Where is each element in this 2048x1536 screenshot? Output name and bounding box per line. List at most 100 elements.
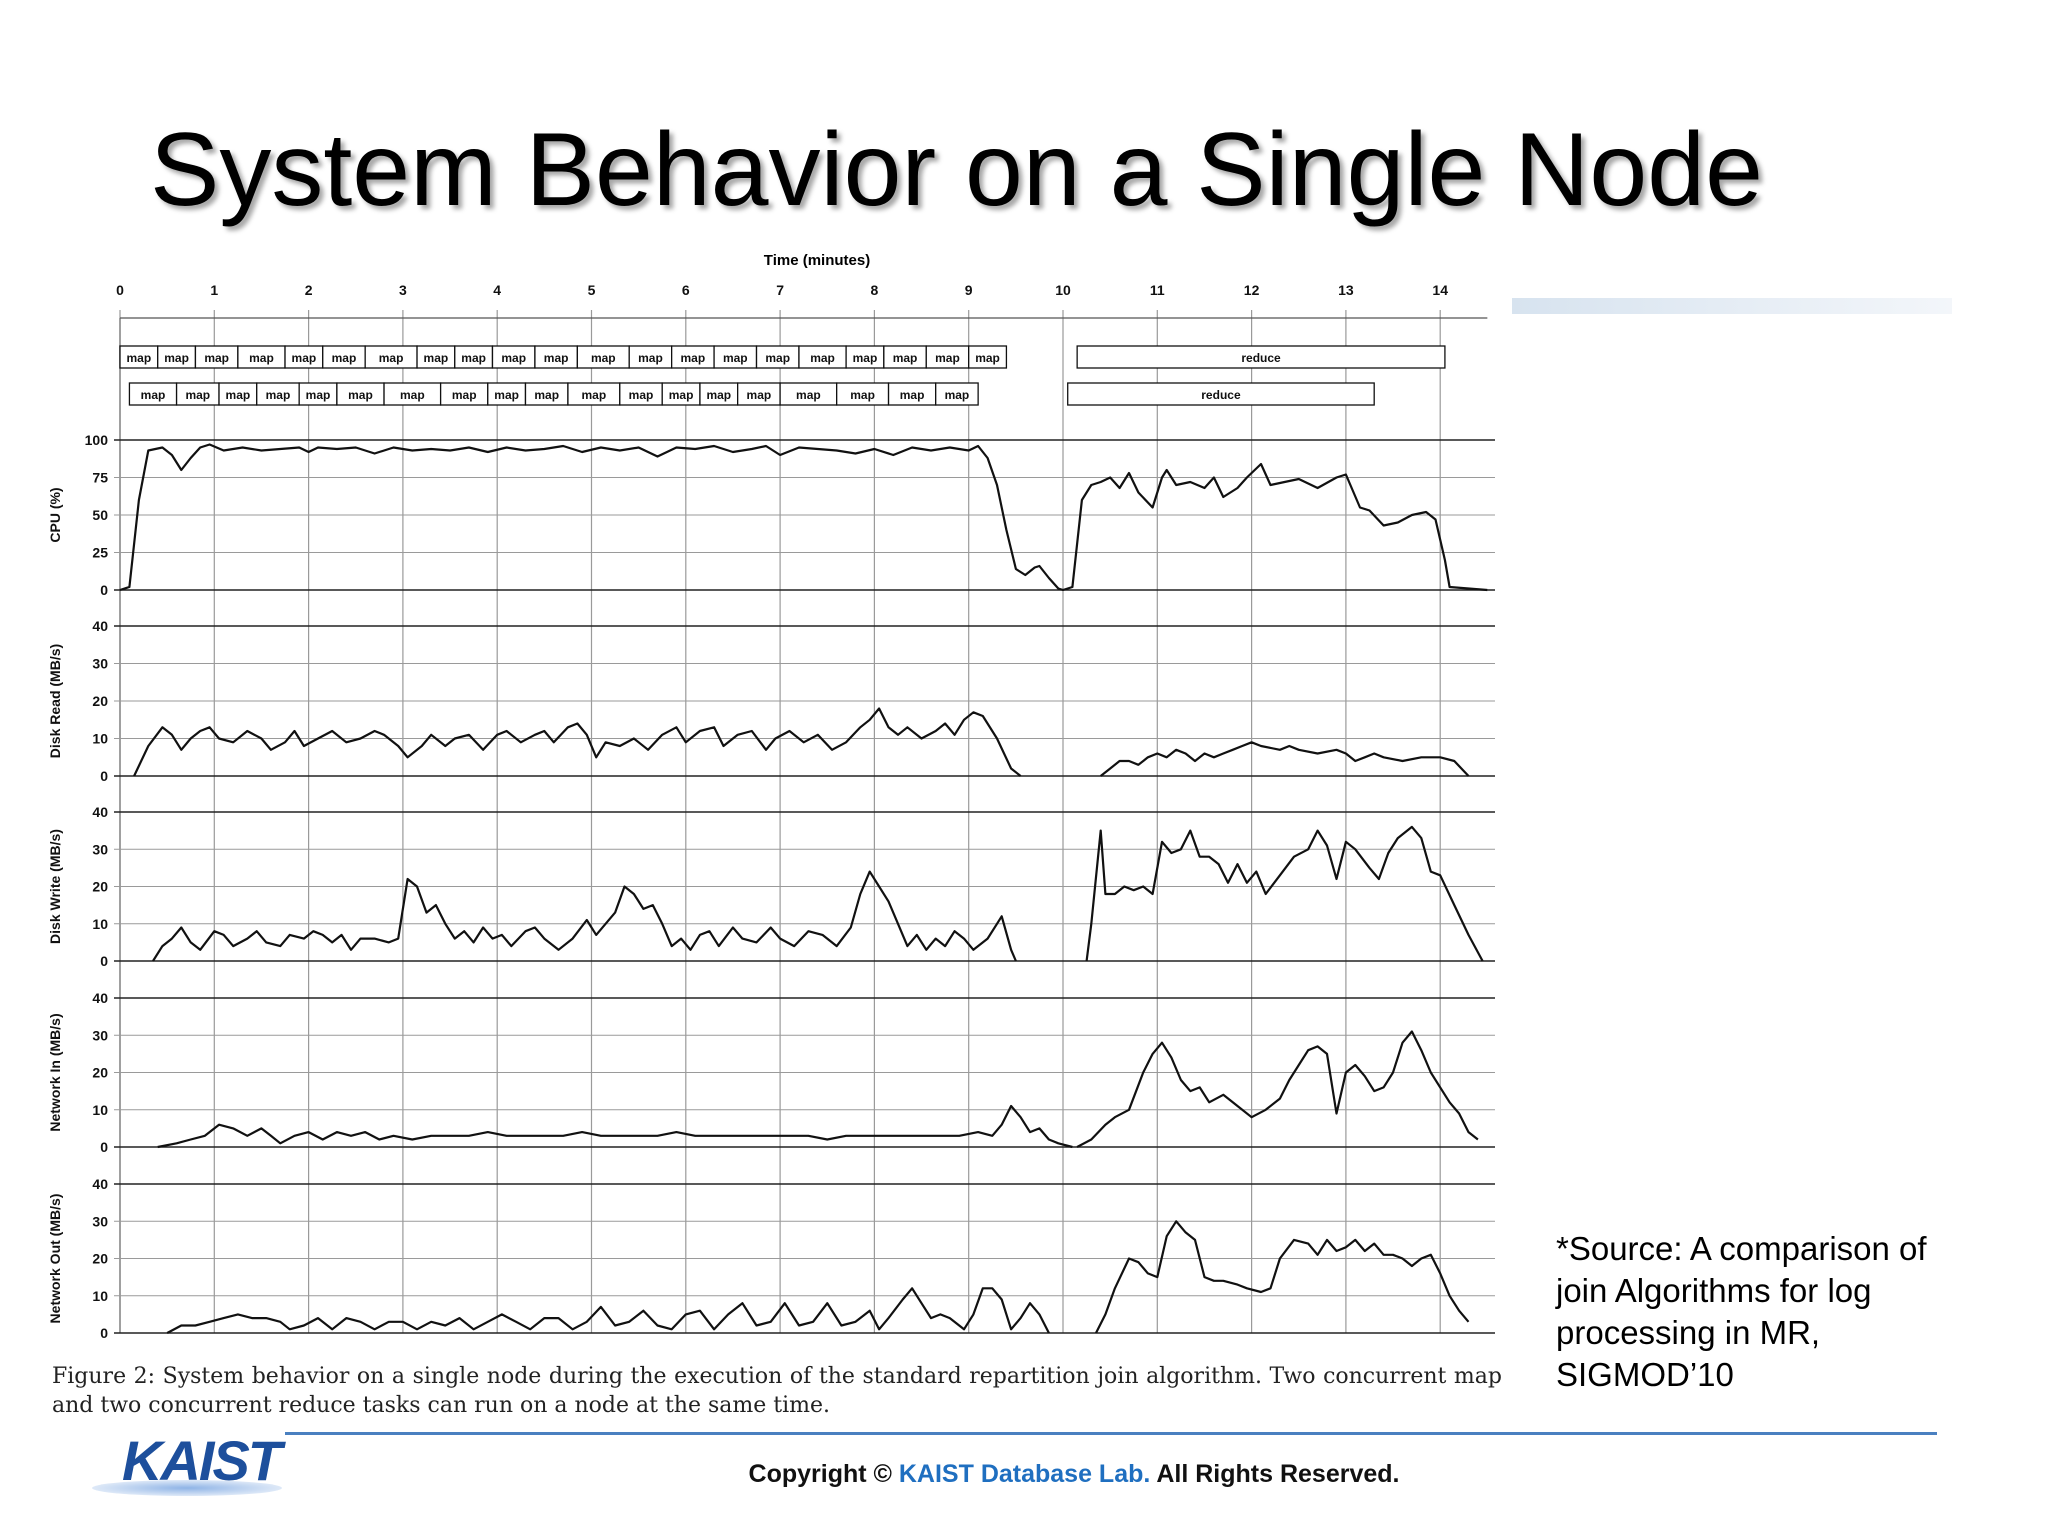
task-label: map bbox=[706, 388, 731, 402]
y-tick-label: 10 bbox=[92, 1102, 108, 1118]
task-label: map bbox=[164, 351, 189, 365]
series-line bbox=[152, 870, 1017, 962]
y-tick-label: 40 bbox=[92, 1176, 108, 1192]
task-label: map bbox=[591, 351, 616, 365]
footer-rule bbox=[285, 1432, 1937, 1435]
y-axis-label: CPU (%) bbox=[47, 487, 63, 542]
task-label: map bbox=[204, 351, 229, 365]
y-tick-label: 30 bbox=[92, 841, 108, 857]
task-label: map bbox=[185, 388, 210, 402]
series-line bbox=[157, 1104, 1073, 1149]
task-label: map bbox=[266, 388, 291, 402]
y-tick-label: 10 bbox=[92, 1288, 108, 1304]
x-tick-label: 4 bbox=[493, 282, 501, 298]
task-label: map bbox=[975, 351, 1000, 365]
y-tick-label: 40 bbox=[92, 804, 108, 820]
task-label: map bbox=[141, 388, 166, 402]
task-label: map bbox=[796, 388, 821, 402]
task-label: map bbox=[544, 351, 569, 365]
y-tick-label: 50 bbox=[92, 507, 108, 523]
copyright-prefix: Copyright © bbox=[748, 1460, 899, 1488]
copyright-notice: Copyright © KAIST Database Lab. All Righ… bbox=[0, 1460, 2048, 1489]
y-tick-label: 75 bbox=[92, 470, 108, 486]
task-label: map bbox=[582, 388, 607, 402]
x-tick-label: 13 bbox=[1338, 282, 1354, 298]
task-label: map bbox=[765, 351, 790, 365]
x-tick-label: 7 bbox=[776, 282, 784, 298]
y-tick-label: 0 bbox=[100, 953, 108, 969]
x-tick-label: 10 bbox=[1055, 282, 1071, 298]
x-tick-label: 6 bbox=[682, 282, 690, 298]
x-axis-label: Time (minutes) bbox=[764, 252, 870, 269]
task-label: reduce bbox=[1201, 388, 1241, 402]
y-axis-label: Network Out (MB/s) bbox=[47, 1194, 63, 1324]
y-tick-label: 20 bbox=[92, 1065, 108, 1081]
copyright-suffix: All Rights Reserved. bbox=[1150, 1460, 1400, 1488]
x-tick-label: 11 bbox=[1150, 282, 1165, 298]
task-label: map bbox=[424, 351, 449, 365]
x-tick-label: 0 bbox=[116, 282, 124, 298]
task-label: reduce bbox=[1241, 351, 1281, 365]
series-line bbox=[119, 443, 1488, 592]
kaist-logo: KAIST bbox=[86, 1428, 286, 1498]
kaist-logo-swoosh bbox=[92, 1480, 282, 1496]
y-tick-label: 0 bbox=[100, 768, 108, 784]
y-axis-label: Disk Write (MB/s) bbox=[47, 829, 63, 944]
y-tick-label: 30 bbox=[92, 1027, 108, 1043]
y-tick-label: 25 bbox=[92, 545, 108, 561]
y-tick-label: 20 bbox=[92, 1251, 108, 1267]
series-line bbox=[1095, 1220, 1470, 1334]
task-label: map bbox=[249, 351, 274, 365]
task-box bbox=[1067, 382, 1375, 406]
task-label: map bbox=[461, 351, 486, 365]
task-label: map bbox=[494, 388, 519, 402]
task-label: map bbox=[945, 388, 970, 402]
task-label: map bbox=[853, 351, 878, 365]
slide-title: System Behavior on a Single Node bbox=[150, 112, 1763, 228]
task-label: map bbox=[306, 388, 331, 402]
series-line bbox=[1100, 741, 1470, 777]
x-tick-label: 8 bbox=[871, 282, 879, 298]
source-note: *Source: A comparison of join Algorithms… bbox=[1556, 1230, 1927, 1393]
task-label: map bbox=[127, 351, 152, 365]
y-axis-label: Network In (MB/s) bbox=[47, 1013, 63, 1131]
y-tick-label: 10 bbox=[92, 731, 108, 747]
task-label: map bbox=[292, 351, 317, 365]
task-label: map bbox=[723, 351, 748, 365]
title-accent-bar bbox=[1512, 298, 1952, 314]
y-tick-label: 0 bbox=[100, 1139, 108, 1155]
y-tick-label: 10 bbox=[92, 916, 108, 932]
y-tick-label: 20 bbox=[92, 879, 108, 895]
task-box bbox=[935, 382, 979, 406]
task-label: map bbox=[534, 388, 559, 402]
task-label: map bbox=[638, 351, 663, 365]
x-tick-label: 2 bbox=[305, 282, 313, 298]
task-label: map bbox=[332, 351, 357, 365]
y-tick-label: 100 bbox=[85, 432, 109, 448]
task-label: map bbox=[669, 388, 694, 402]
y-tick-label: 40 bbox=[92, 618, 108, 634]
task-label: map bbox=[935, 351, 960, 365]
y-tick-label: 20 bbox=[92, 693, 108, 709]
y-axis-label: Disk Read (MB/s) bbox=[47, 644, 63, 758]
figure-caption: Figure 2: System behavior on a single no… bbox=[52, 1364, 1502, 1418]
task-label: map bbox=[452, 388, 477, 402]
x-tick-label: 3 bbox=[399, 282, 407, 298]
series-line bbox=[166, 1287, 1050, 1334]
x-tick-label: 5 bbox=[588, 282, 596, 298]
task-label: map bbox=[226, 388, 251, 402]
x-tick-label: 1 bbox=[210, 282, 218, 298]
task-label: map bbox=[810, 351, 835, 365]
task-label: map bbox=[348, 388, 373, 402]
task-box bbox=[968, 345, 1008, 369]
task-label: map bbox=[629, 388, 654, 402]
series-line bbox=[1085, 825, 1484, 962]
task-label: map bbox=[893, 351, 918, 365]
task-label: map bbox=[379, 351, 404, 365]
series-line bbox=[1076, 1030, 1479, 1148]
x-tick-label: 14 bbox=[1432, 282, 1448, 298]
y-tick-label: 40 bbox=[92, 990, 108, 1006]
x-tick-label: 9 bbox=[965, 282, 973, 298]
task-label: map bbox=[850, 388, 875, 402]
